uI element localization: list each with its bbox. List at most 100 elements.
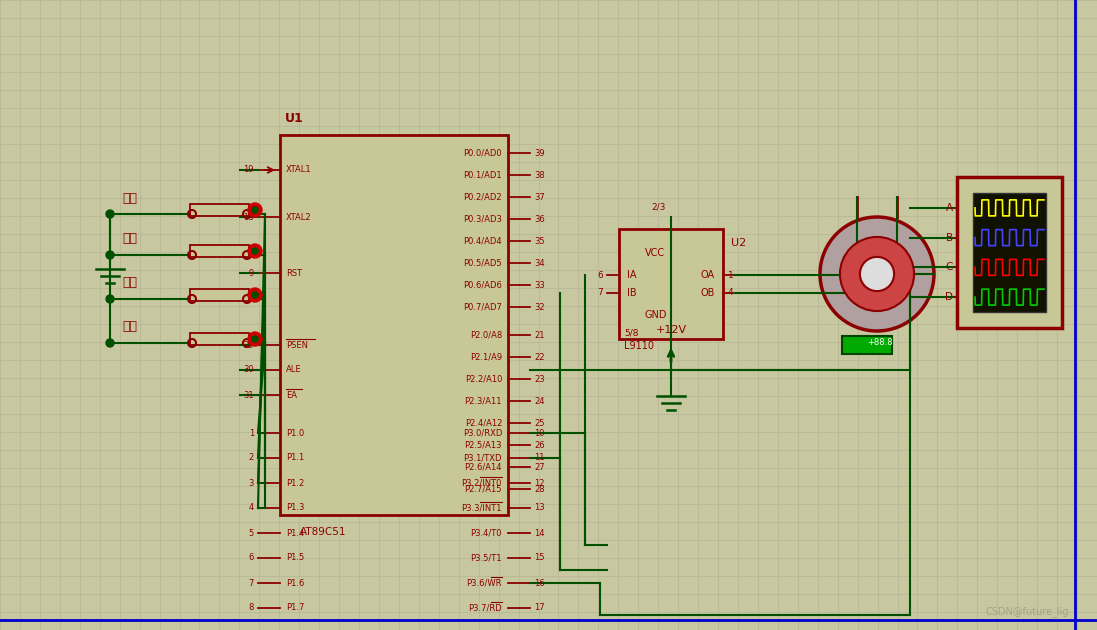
Text: 2: 2 [249,454,255,462]
Bar [842,336,892,354]
Text: 25: 25 [534,418,544,428]
Text: 6: 6 [597,271,603,280]
Bar [190,289,249,301]
Text: 36: 36 [534,214,545,224]
Text: AT89C51: AT89C51 [299,527,347,537]
Text: VCC: VCC [645,248,666,258]
Text: 38: 38 [534,171,545,180]
Text: 32: 32 [534,302,544,311]
Text: P1.1: P1.1 [286,454,304,462]
Text: OA: OA [701,270,715,280]
Circle shape [106,339,114,347]
Text: 18: 18 [244,212,255,222]
Text: OB: OB [701,288,715,298]
Text: 14: 14 [534,529,544,537]
Text: P1.7: P1.7 [286,604,304,612]
Circle shape [106,210,114,218]
Circle shape [840,237,914,311]
Text: GND: GND [644,310,667,320]
Bar [190,204,249,216]
Text: IA: IA [627,270,636,280]
Text: 10: 10 [534,428,544,437]
Text: 13: 13 [534,503,544,512]
Circle shape [252,248,258,254]
Circle shape [252,292,258,298]
Text: P2.1/A9: P2.1/A9 [470,353,502,362]
Text: 35: 35 [534,236,544,246]
Text: 7: 7 [249,578,255,588]
Text: 6: 6 [249,554,255,563]
Text: 39: 39 [534,149,544,158]
Text: P2.5/A13: P2.5/A13 [464,440,502,449]
Circle shape [248,332,262,346]
Bar [957,177,1062,328]
Text: 16: 16 [534,578,544,588]
Bar [280,135,508,515]
Text: P0.5/AD5: P0.5/AD5 [463,258,502,268]
Text: P3.0/RXD: P3.0/RXD [463,428,502,437]
Text: P3.1/TXD: P3.1/TXD [464,454,502,462]
Bar [190,245,249,257]
Text: +12V: +12V [655,325,687,335]
Text: C: C [946,262,953,272]
Text: 24: 24 [534,396,544,406]
Text: +88.8: +88.8 [867,338,893,347]
Text: P3.7/RD: P3.7/RD [468,604,502,612]
Text: 19: 19 [244,166,255,175]
Text: 方向: 方向 [122,277,137,290]
Text: CSDN@future_lig: CSDN@future_lig [985,607,1068,617]
Text: 28: 28 [534,484,544,493]
Text: P0.2/AD2: P0.2/AD2 [463,193,502,202]
Text: 3: 3 [249,479,255,488]
Text: 37: 37 [534,193,545,202]
Text: P1.5: P1.5 [286,554,304,563]
Text: U1: U1 [285,112,304,125]
Text: P0.0/AD0: P0.0/AD0 [463,149,502,158]
Text: 17: 17 [534,604,544,612]
Text: 26: 26 [534,440,544,449]
Text: D: D [945,292,953,302]
Text: ALE: ALE [286,365,302,374]
Text: P0.7/AD7: P0.7/AD7 [463,302,502,311]
Text: 22: 22 [534,353,544,362]
Text: 23: 23 [534,374,544,384]
Circle shape [248,203,262,217]
Text: P1.0: P1.0 [286,428,304,437]
Circle shape [252,336,258,342]
Circle shape [252,207,258,213]
Circle shape [248,288,262,302]
Text: P3.6/WR: P3.6/WR [466,578,502,588]
Text: L9110: L9110 [624,341,654,351]
Text: 21: 21 [534,331,544,340]
Text: 1: 1 [249,428,255,437]
Text: 启停: 启停 [122,321,137,333]
Text: 2/3: 2/3 [652,202,666,211]
Bar [190,333,249,345]
Text: A: A [946,203,953,213]
Text: 11: 11 [534,454,544,462]
Circle shape [106,295,114,303]
Text: 4: 4 [249,503,255,512]
Text: 1: 1 [728,271,734,280]
Bar [619,229,723,339]
Text: P0.1/AD1: P0.1/AD1 [463,171,502,180]
Text: P3.2/INT0: P3.2/INT0 [462,479,502,488]
Circle shape [248,244,262,258]
Text: 34: 34 [534,258,544,268]
Bar [973,193,1047,312]
Text: PSEN: PSEN [286,340,308,350]
Text: P0.3/AD3: P0.3/AD3 [463,214,502,224]
Text: 15: 15 [534,554,544,563]
Text: P1.4: P1.4 [286,529,304,537]
Text: 7: 7 [597,289,603,297]
Text: 31: 31 [244,391,255,399]
Text: XTAL1: XTAL1 [286,166,312,175]
Text: P2.0/A8: P2.0/A8 [470,331,502,340]
Text: P3.3/INT1: P3.3/INT1 [462,503,502,512]
Text: P2.2/A10: P2.2/A10 [465,374,502,384]
Text: P3.5/T1: P3.5/T1 [471,554,502,563]
Text: 5/8: 5/8 [624,329,638,338]
Text: XTAL2: XTAL2 [286,212,312,222]
Text: P2.3/A11: P2.3/A11 [464,396,502,406]
Text: P2.6/A14: P2.6/A14 [464,462,502,471]
